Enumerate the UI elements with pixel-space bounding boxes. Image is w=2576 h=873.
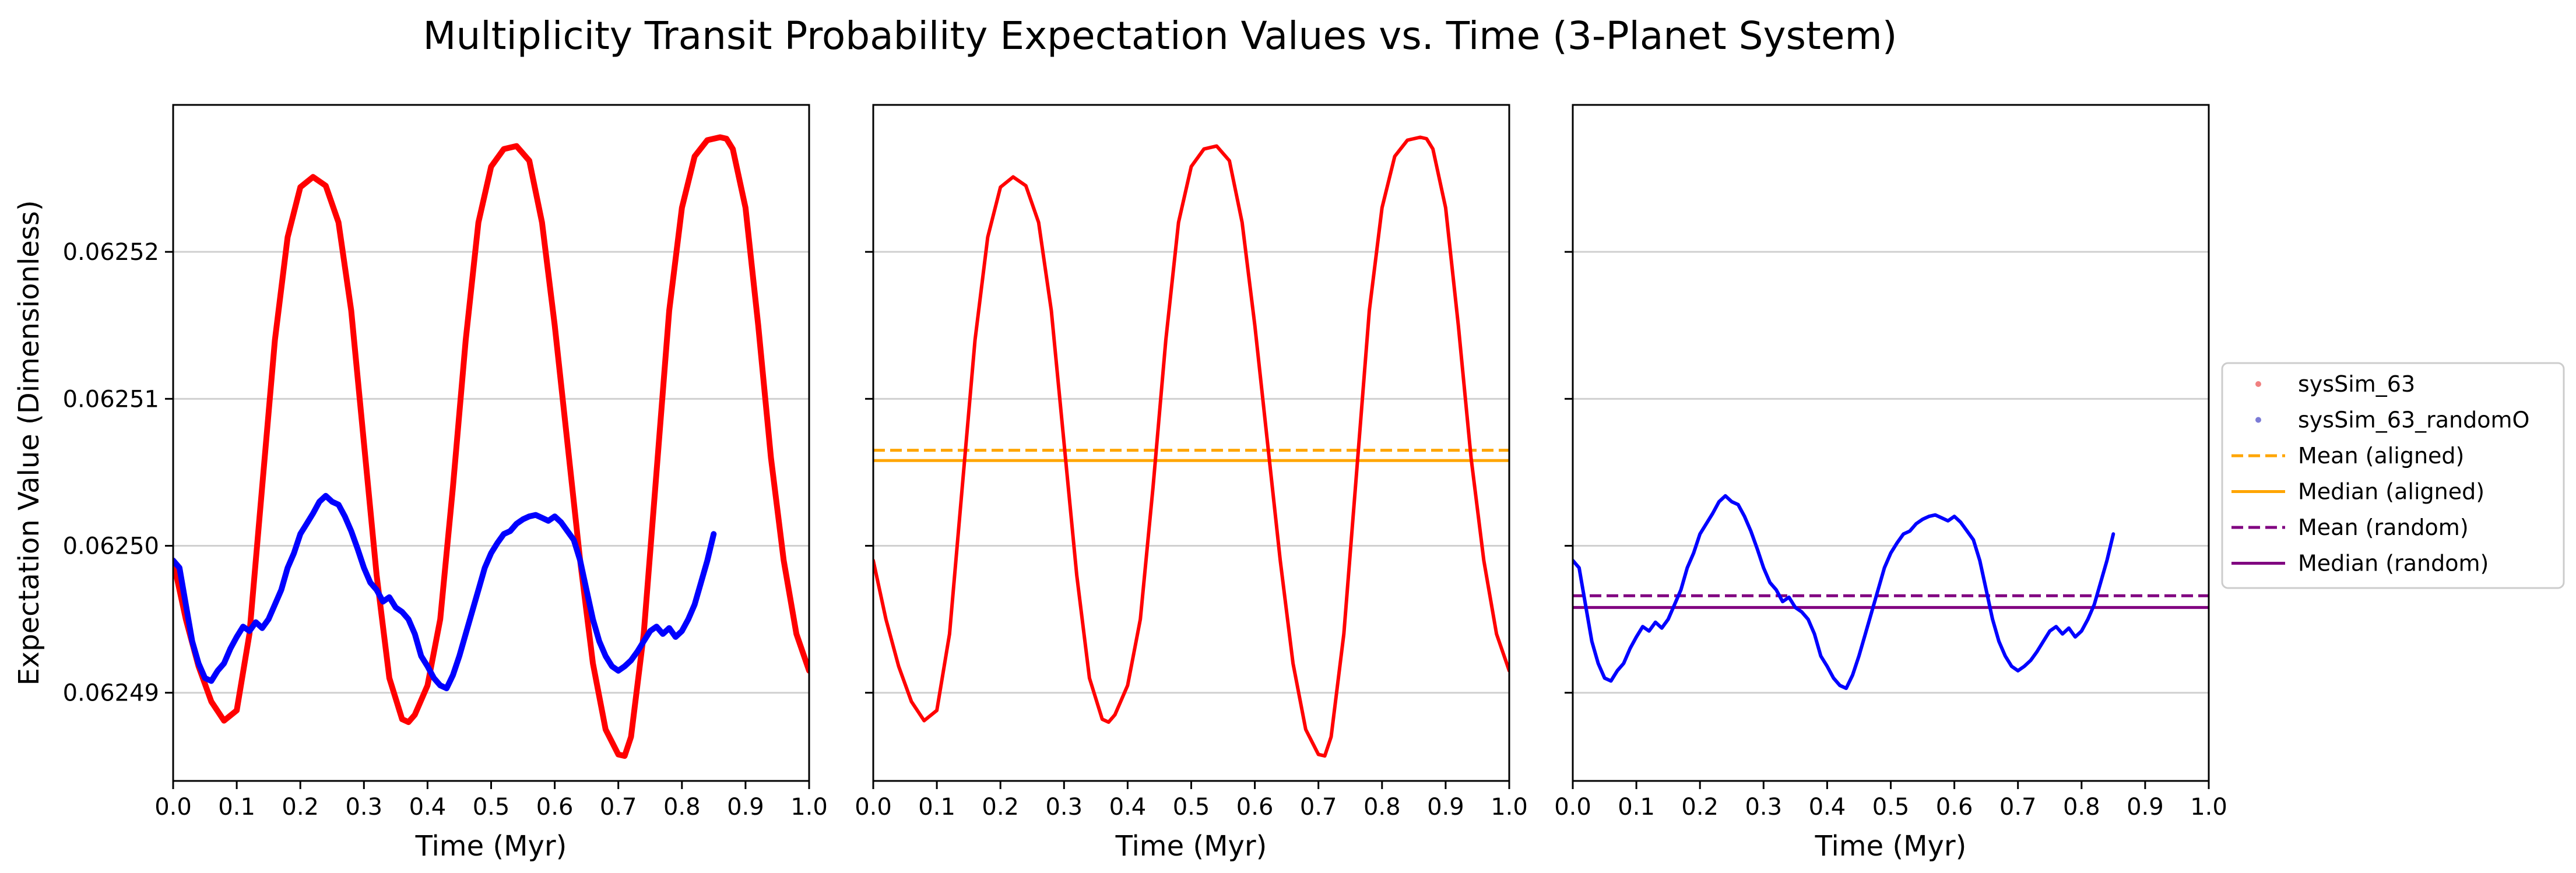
x-tick-label: 0.7 xyxy=(1300,794,1337,821)
x-axis-label: Time (Myr) xyxy=(1115,830,1267,863)
x-tick-label: 0.0 xyxy=(1554,794,1591,821)
legend-label: Median (aligned) xyxy=(2298,479,2484,505)
y-tick-label: 0.06251 xyxy=(63,386,159,413)
x-tick-label: 0.2 xyxy=(282,794,319,821)
legend-marker xyxy=(2255,381,2261,387)
legend-frame xyxy=(2221,362,2565,589)
x-tick-label: 0.6 xyxy=(1236,794,1274,821)
series-random-line xyxy=(173,492,717,692)
legend-item: Median (aligned) xyxy=(2231,479,2484,505)
y-tick-label: 0.06249 xyxy=(63,680,159,707)
chart-panels: 0.06249 0.06250 0.06251 0.06252 0.0 0.1 0.2 0.3… xyxy=(63,104,2227,863)
x-tick-label: 0.4 xyxy=(409,794,447,821)
x-tick-label: 0.4 xyxy=(1809,794,1846,821)
legend-item: Mean (aligned) xyxy=(2231,443,2464,469)
panel-3: 0.0 0.1 0.2 0.3 0.4 0.5 0.6 0.7 0.8 0.9 1.0 Time (M… xyxy=(1554,104,2227,863)
chart-title: Multiplicity Transit Probability Expecta… xyxy=(423,13,1897,58)
x-tick-label: 1.0 xyxy=(1491,794,1528,821)
legend-item: Median (random) xyxy=(2231,551,2489,576)
x-tick-label: 0.0 xyxy=(855,794,892,821)
x-tick-label: 0.2 xyxy=(1681,794,1718,821)
panel-plot-area xyxy=(1573,494,2209,691)
y-axis-label: Expectation Value (Dimensionless) xyxy=(13,200,45,685)
panel-1: 0.06249 0.06250 0.06251 0.06252 0.0 0.1 0.2 0.3… xyxy=(63,104,828,863)
x-tick-label: 0.4 xyxy=(1109,794,1147,821)
x-tick-label: 0.2 xyxy=(982,794,1019,821)
x-tick-label: 0.6 xyxy=(536,794,574,821)
x-tick-label: 0.1 xyxy=(1618,794,1655,821)
x-tick-label: 0.3 xyxy=(345,794,382,821)
panel-plot-area xyxy=(873,135,1509,758)
series-aligned-line xyxy=(173,134,809,759)
panel-frame xyxy=(172,104,810,782)
legend-label: sysSim_63 xyxy=(2298,371,2415,397)
x-tick-label: 0.8 xyxy=(2063,794,2100,821)
legend-item: sysSim_63 xyxy=(2255,371,2415,397)
x-tick-label: 0.6 xyxy=(1936,794,1973,821)
x-tick-label: 0.3 xyxy=(1045,794,1083,821)
x-tick-label: 0.7 xyxy=(600,794,637,821)
legend-item: Mean (random) xyxy=(2231,515,2469,540)
panel-2: 0.0 0.1 0.2 0.3 0.4 0.5 0.6 0.7 0.8 0.9 1.0 Time (M… xyxy=(855,104,1528,863)
y-tick-label: 0.06252 xyxy=(63,239,159,266)
x-axis-label: Time (Myr) xyxy=(415,830,567,863)
x-tick-label: 0.0 xyxy=(154,794,192,821)
legend-label: Median (random) xyxy=(2298,551,2489,576)
x-tick-label: 0.9 xyxy=(1427,794,1464,821)
legend-marker xyxy=(2255,417,2261,423)
x-tick-label: 0.5 xyxy=(1872,794,1910,821)
series-aligned-line xyxy=(873,135,1509,758)
panel-frame xyxy=(872,104,1510,782)
panel-plot-area xyxy=(173,134,809,759)
x-tick-label: 0.7 xyxy=(1999,794,2037,821)
x-tick-label: 0.9 xyxy=(727,794,764,821)
legend-label: Mean (aligned) xyxy=(2298,443,2464,469)
legend-item: sysSim_63_randomO xyxy=(2255,407,2529,433)
y-tick-label: 0.06250 xyxy=(63,533,159,560)
x-tick-label: 0.9 xyxy=(2127,794,2164,821)
x-tick-label: 1.0 xyxy=(790,794,828,821)
x-tick-label: 0.1 xyxy=(218,794,255,821)
x-tick-label: 0.5 xyxy=(1173,794,1210,821)
x-tick-label: 0.3 xyxy=(1745,794,1782,821)
legend-label: sysSim_63_randomO xyxy=(2298,407,2529,433)
legend-label: Mean (random) xyxy=(2298,515,2469,540)
x-tick-label: 0.8 xyxy=(1363,794,1401,821)
x-tick-label: 0.5 xyxy=(473,794,510,821)
x-tick-label: 0.8 xyxy=(663,794,701,821)
x-axis-label: Time (Myr) xyxy=(1815,830,1967,863)
legend: sysSim_63 sysSim_63_randomO Mean (aligned)… xyxy=(2221,362,2565,589)
panel-frame xyxy=(1572,104,2210,782)
series-random-line xyxy=(1573,494,2115,691)
x-tick-label: 1.0 xyxy=(2190,794,2227,821)
x-tick-label: 0.1 xyxy=(918,794,955,821)
